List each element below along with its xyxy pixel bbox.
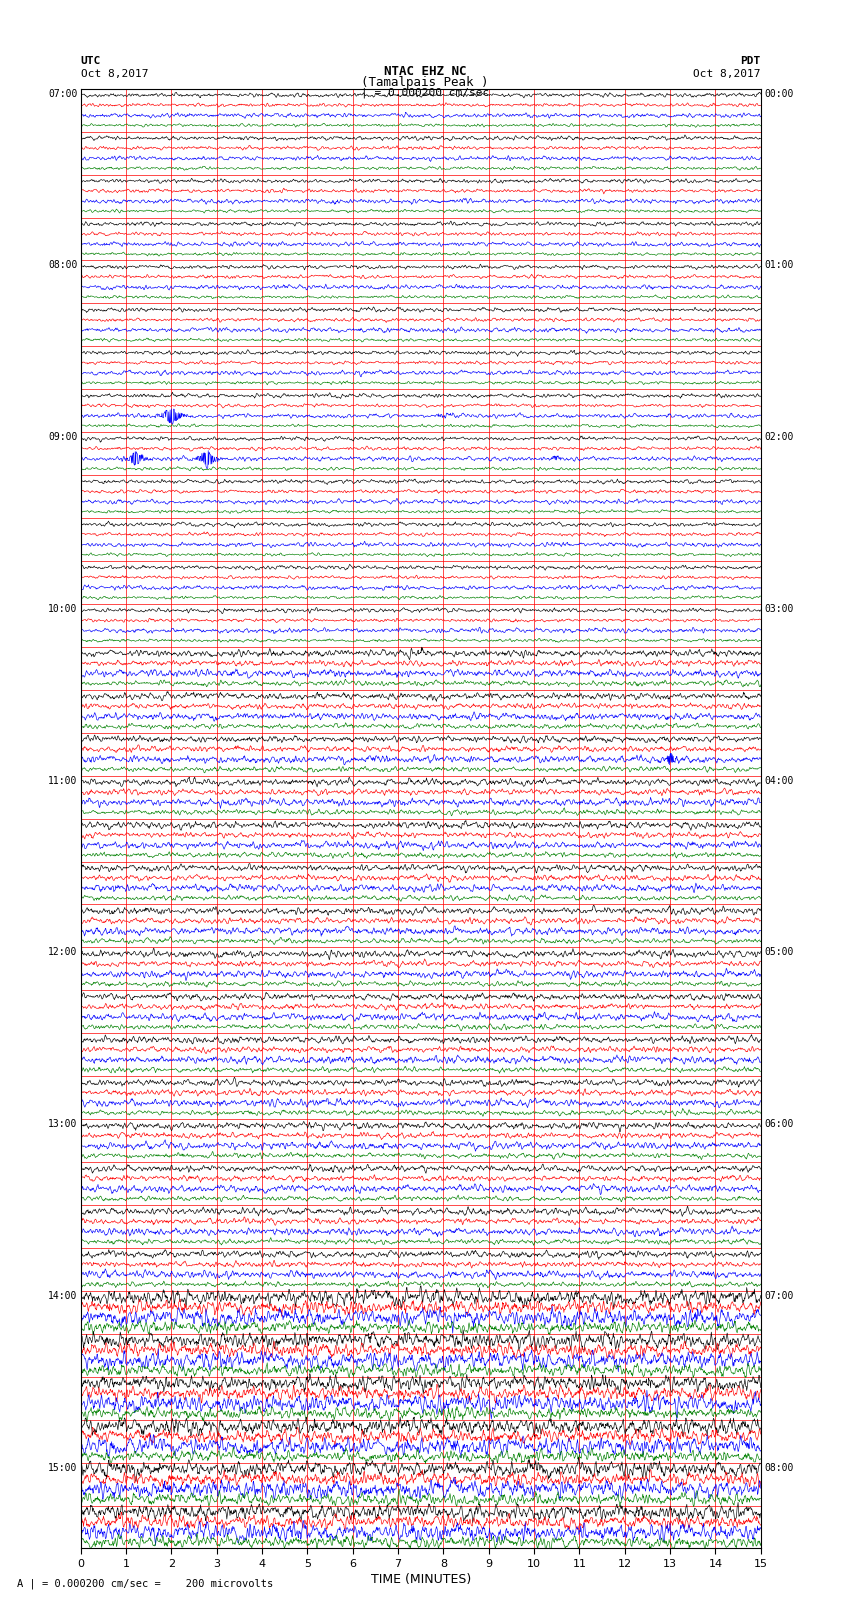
Text: A | = 0.000200 cm/sec =    200 microvolts: A | = 0.000200 cm/sec = 200 microvolts — [17, 1578, 273, 1589]
Text: 08:00: 08:00 — [764, 1463, 794, 1473]
Text: 04:00: 04:00 — [764, 776, 794, 786]
Text: 07:00: 07:00 — [764, 1290, 794, 1300]
Text: 03:00: 03:00 — [764, 603, 794, 615]
Text: 13:00: 13:00 — [48, 1119, 77, 1129]
Text: 15:00: 15:00 — [48, 1463, 77, 1473]
X-axis label: TIME (MINUTES): TIME (MINUTES) — [371, 1573, 471, 1586]
Text: 05:00: 05:00 — [764, 947, 794, 958]
Text: Oct 8,2017: Oct 8,2017 — [694, 69, 761, 79]
Text: 14:00: 14:00 — [48, 1290, 77, 1300]
Text: 12:00: 12:00 — [48, 947, 77, 958]
Text: 10:00: 10:00 — [48, 603, 77, 615]
Text: 11:00: 11:00 — [48, 776, 77, 786]
Text: | = 0.000200 cm/sec: | = 0.000200 cm/sec — [361, 87, 489, 98]
Text: 09:00: 09:00 — [48, 432, 77, 442]
Text: Oct 8,2017: Oct 8,2017 — [81, 69, 148, 79]
Text: 07:00: 07:00 — [48, 89, 77, 98]
Text: 02:00: 02:00 — [764, 432, 794, 442]
Text: 00:00: 00:00 — [764, 89, 794, 98]
Text: UTC: UTC — [81, 56, 101, 66]
Text: PDT: PDT — [740, 56, 761, 66]
Text: (Tamalpais Peak ): (Tamalpais Peak ) — [361, 76, 489, 89]
Text: 01:00: 01:00 — [764, 260, 794, 271]
Text: NTAC EHZ NC: NTAC EHZ NC — [383, 65, 467, 77]
Text: 06:00: 06:00 — [764, 1119, 794, 1129]
Text: 08:00: 08:00 — [48, 260, 77, 271]
